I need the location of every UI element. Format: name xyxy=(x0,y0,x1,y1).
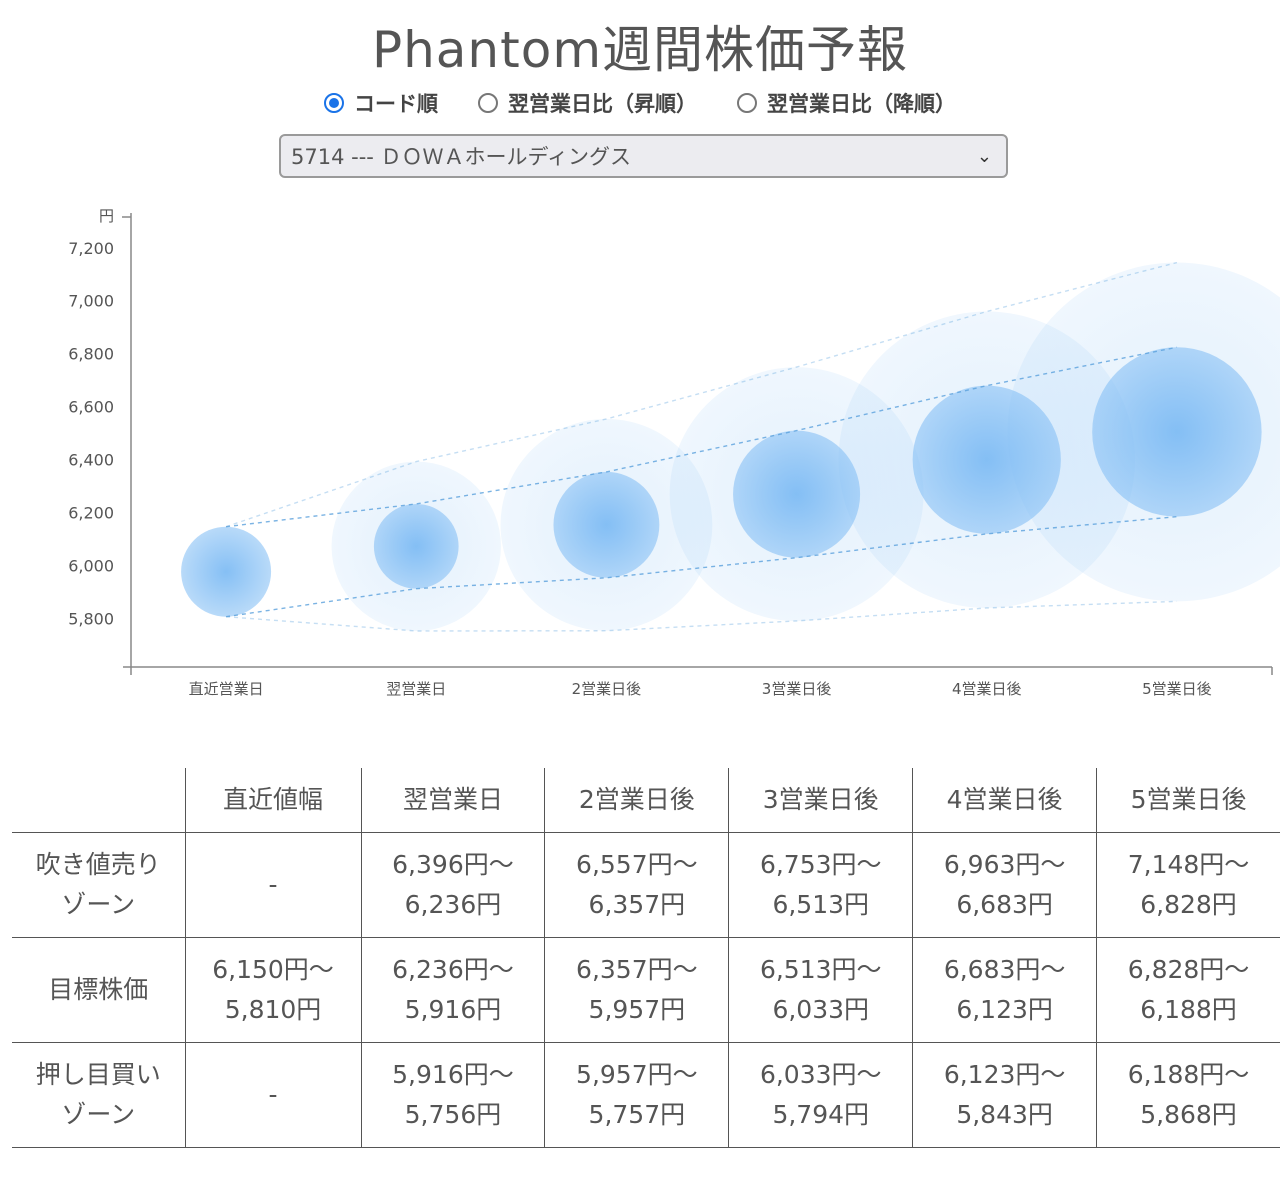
target-bubble xyxy=(1092,347,1262,517)
table-cell: 6,150円〜 5,810円 xyxy=(184,937,362,1043)
x-tick-label: 2営業日後 xyxy=(572,680,642,698)
table-cell: 6,236円〜 5,916円 xyxy=(360,937,546,1043)
target-bubble xyxy=(733,430,861,558)
column-header: 翌営業日 xyxy=(360,768,546,833)
x-tick-label: 3営業日後 xyxy=(762,680,832,698)
table-cell: 6,557円〜 6,357円 xyxy=(544,832,730,938)
table-cell: 5,957円〜 5,757円 xyxy=(544,1042,730,1148)
radio-circle-icon xyxy=(324,93,344,113)
y-tick-label: 6,000 xyxy=(68,556,114,575)
column-header: 4営業日後 xyxy=(912,768,1098,833)
x-tick-label: 4営業日後 xyxy=(952,680,1022,698)
y-tick-label: 7,200 xyxy=(68,239,114,258)
radio-circle-icon xyxy=(478,93,498,113)
table-cell: 6,683円〜 6,123円 xyxy=(912,937,1098,1043)
target-upper-line xyxy=(226,346,1178,528)
table-cell: 6,357円〜 5,957円 xyxy=(544,937,730,1043)
table-cell: - xyxy=(184,1042,362,1148)
x-tick-label: 翌営業日 xyxy=(386,680,446,698)
column-header: 5営業日後 xyxy=(1096,768,1280,833)
table-cell: 7,148円〜 6,828円 xyxy=(1096,832,1280,938)
table-cell: 6,828円〜 6,188円 xyxy=(1096,937,1280,1043)
chevron-down-icon: ⌄ xyxy=(976,145,992,167)
table-cell: 5,916円〜 5,756円 xyxy=(360,1042,546,1148)
target-bubble xyxy=(912,385,1061,534)
column-header: 直近値幅 xyxy=(184,768,362,833)
table-cell: 6,963円〜 6,683円 xyxy=(912,832,1098,938)
sort-radio-label: コード順 xyxy=(354,92,438,116)
radio-circle-icon xyxy=(737,93,757,113)
forecast-chart: 円 5,800 6,000 6,200 6,400 6,600 6,800 7,000 7,20… xyxy=(68,207,1280,698)
forecast-table: 直近値幅 翌営業日 2営業日後 3営業日後 4営業日後 5営業日後 吹き値売り ゾーン -6,3… xyxy=(12,768,1280,1148)
target-bubble xyxy=(181,526,272,617)
sort-radio-next-day-asc[interactable]: 翌営業日比（昇順） xyxy=(478,88,697,118)
column-header: 2営業日後 xyxy=(544,768,730,833)
row-label: 吹き値売り ゾーン xyxy=(12,832,186,938)
sort-radio-code[interactable]: コード順 xyxy=(324,88,438,118)
target-lower-line xyxy=(225,515,1177,618)
table-cell: - xyxy=(184,832,362,938)
table-header-row: 直近値幅 翌営業日 2営業日後 3営業日後 4営業日後 5営業日後 xyxy=(12,768,1280,833)
page-title: Phantom週間株価予報 xyxy=(371,21,909,79)
table-cell: 6,396円〜 6,236円 xyxy=(360,832,546,938)
row-label: 押し目買い ゾーン xyxy=(12,1042,186,1148)
table-cell: 6,033円〜 5,794円 xyxy=(728,1042,914,1148)
table-row: 吹き値売り ゾーン -6,396円〜 6,236円 6,557円〜 6,357円 6,753… xyxy=(12,832,1280,938)
y-tick-label: 6,200 xyxy=(68,503,114,522)
table-cell: 6,188円〜 5,868円 xyxy=(1096,1042,1280,1148)
table-row: 目標株価 6,150円〜 5,810円 6,236円〜 5,916円 6,357円〜 5,9… xyxy=(12,937,1280,1043)
sort-radio-next-day-desc[interactable]: 翌営業日比（降順） xyxy=(737,88,956,118)
table-row: 押し目買い ゾーン -5,916円〜 5,756円 5,957円〜 5,757円 6,033… xyxy=(12,1042,1280,1148)
y-unit-label: 円 xyxy=(99,207,114,225)
sort-options: コード順 翌営業日比（昇順） 翌営業日比（降順） xyxy=(0,88,1280,118)
y-tick-label: 7,000 xyxy=(68,292,114,311)
y-tick-label: 6,600 xyxy=(68,398,114,417)
row-label: 目標株価 xyxy=(12,937,186,1043)
table-cell: 6,513円〜 6,033円 xyxy=(728,937,914,1043)
stock-select[interactable]: 5714 --- ＤＯＷＡホールディングス ⌄ xyxy=(279,134,1008,178)
sort-radio-label: 翌営業日比（昇順） xyxy=(508,92,697,116)
column-header xyxy=(12,768,186,833)
y-tick-label: 6,800 xyxy=(68,345,114,364)
stock-select-value: 5714 --- ＤＯＷＡホールディングス xyxy=(291,145,632,169)
target-bubble xyxy=(373,503,459,589)
y-tick-label: 5,800 xyxy=(68,609,114,628)
sort-radio-label: 翌営業日比（降順） xyxy=(767,92,956,116)
table-cell: 6,123円〜 5,843円 xyxy=(912,1042,1098,1148)
column-header: 3営業日後 xyxy=(728,768,914,833)
x-tick-label: 5営業日後 xyxy=(1142,680,1212,698)
y-tick-label: 6,400 xyxy=(68,451,114,470)
outer-lower-line xyxy=(226,600,1177,632)
x-tick-label: 直近営業日 xyxy=(189,680,264,698)
table-cell: 6,753円〜 6,513円 xyxy=(728,832,914,938)
target-bubble xyxy=(553,471,660,578)
